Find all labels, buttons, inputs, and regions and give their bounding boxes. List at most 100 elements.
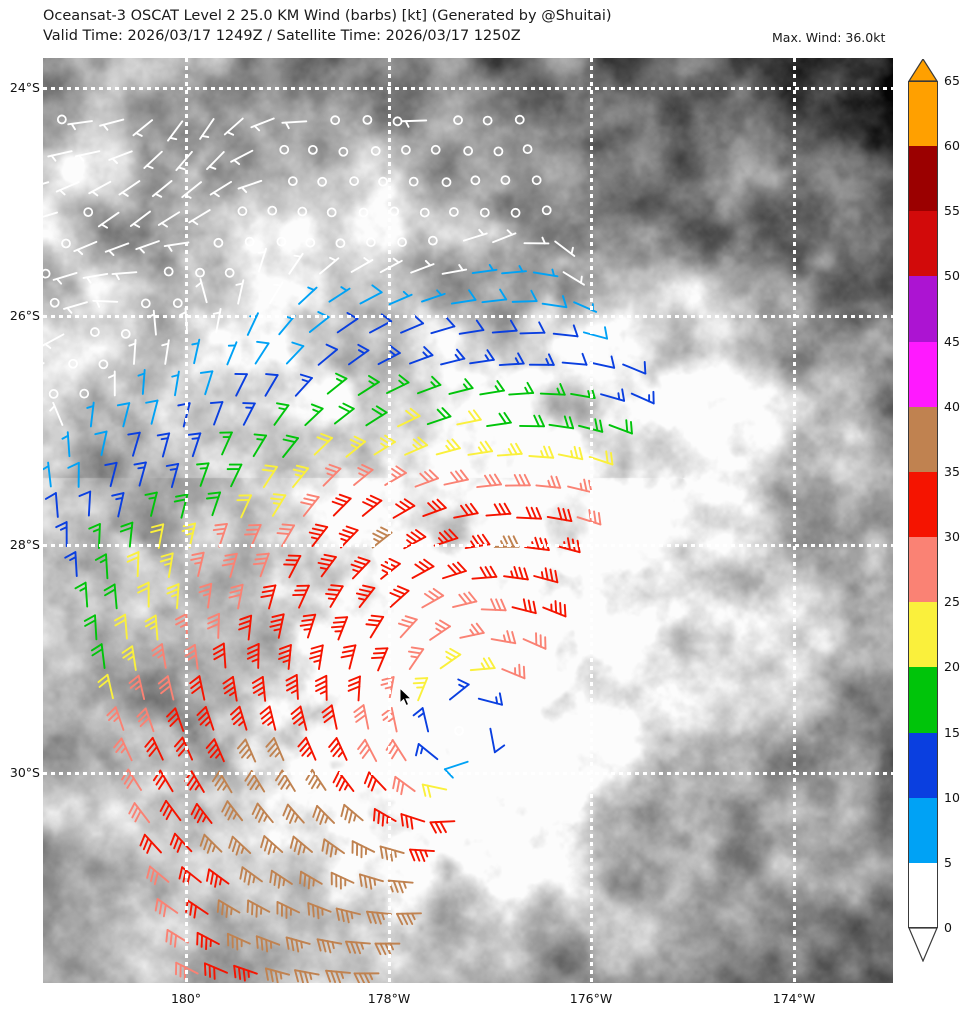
wind-barb	[269, 869, 293, 889]
wind-barb	[289, 835, 313, 856]
wind-barb	[203, 962, 228, 980]
wind-barb	[167, 120, 184, 142]
wind-barb	[421, 587, 445, 609]
wind-barb	[126, 551, 140, 578]
wind-barb	[228, 583, 244, 610]
wind-barb	[104, 461, 118, 488]
colorbar-band	[908, 341, 938, 407]
wind-barb	[145, 399, 159, 425]
wind-barb	[92, 299, 119, 308]
wind-barb	[97, 673, 114, 700]
wind-barb	[237, 179, 263, 194]
wind-barb	[450, 289, 477, 305]
wind-barb	[299, 870, 323, 890]
wind-barb	[489, 727, 506, 754]
wind-barb	[448, 678, 470, 701]
wind-barb	[316, 938, 343, 954]
wind-barb	[309, 644, 324, 671]
wind-barb	[379, 257, 403, 274]
wind-barb	[408, 176, 419, 187]
colorbar-band	[908, 862, 938, 928]
wind-barb	[250, 117, 275, 132]
wind-barb	[479, 207, 490, 218]
wind-barb	[321, 704, 338, 730]
wind-barb	[144, 614, 159, 641]
wind-barb	[439, 647, 462, 670]
wind-barb	[322, 463, 342, 487]
wind-barb	[358, 207, 369, 218]
wind-barb	[233, 964, 258, 982]
wind-barb	[128, 674, 146, 701]
wind-barb	[317, 176, 328, 187]
wind-barb	[535, 475, 562, 489]
wind-barb	[307, 902, 332, 920]
wind-barb	[397, 615, 418, 639]
wind-barb	[419, 207, 430, 218]
wind-barb	[299, 613, 317, 639]
wind-barb	[244, 524, 262, 548]
wind-barb	[552, 324, 579, 338]
wind-barb	[285, 936, 311, 953]
wind-barb	[224, 267, 235, 278]
wind-barb	[137, 369, 146, 395]
wind-barb	[269, 281, 284, 304]
wind-barb	[114, 613, 128, 640]
wind-barb	[300, 493, 320, 517]
wind-barb	[165, 929, 189, 948]
wind-barb	[146, 865, 170, 886]
wind-barb	[108, 150, 133, 165]
wind-barb	[313, 432, 333, 456]
wind-barb	[79, 388, 90, 399]
wind-barb	[140, 298, 151, 309]
wind-barb	[328, 737, 348, 761]
wind-barb	[333, 402, 355, 425]
colorbar-tick-label: 20	[944, 659, 960, 675]
wind-barb	[120, 329, 131, 339]
latitude-tick-label: 30°S	[9, 765, 40, 780]
wind-barb	[283, 554, 302, 579]
wind-barb	[255, 935, 281, 953]
wind-barb	[397, 237, 407, 248]
wind-barb	[252, 433, 268, 458]
wind-barb	[504, 473, 531, 487]
wind-barb	[78, 490, 92, 517]
wind-barb	[421, 783, 448, 798]
wind-barb	[427, 235, 438, 246]
wind-barb	[48, 389, 59, 399]
wind-barb	[99, 118, 125, 131]
wind-barb	[163, 266, 174, 277]
wind-barb	[43, 211, 58, 218]
wind-barb	[108, 370, 116, 397]
wind-barb	[103, 583, 118, 610]
wind-barb	[279, 144, 290, 155]
wind-barb	[430, 316, 456, 335]
wind-barb	[456, 409, 482, 426]
wind-barb	[340, 644, 357, 670]
wind-barb	[481, 288, 508, 304]
wind-barb	[169, 832, 193, 853]
wind-barb	[175, 150, 193, 172]
wind-barb	[199, 370, 214, 396]
wind-barb	[55, 521, 68, 548]
wind-barb	[111, 271, 138, 281]
wind-barb	[244, 236, 255, 247]
wind-barb	[498, 352, 525, 366]
wind-barb	[226, 463, 243, 488]
wind-barb	[61, 431, 71, 458]
wind-barb	[43, 268, 51, 279]
wind-barb	[150, 523, 165, 549]
wind-barb	[351, 840, 376, 859]
wind-barb	[542, 600, 567, 618]
wind-barb	[278, 644, 292, 670]
wind-barb	[440, 348, 466, 366]
wind-barb	[330, 115, 341, 126]
wind-barb	[185, 899, 209, 919]
wind-barb	[211, 770, 233, 794]
wind-barb	[409, 848, 435, 862]
wind-barb	[216, 899, 241, 918]
wind-barb	[278, 314, 296, 336]
satellite-map[interactable]	[43, 58, 893, 983]
wind-barb	[137, 581, 150, 608]
wind-barb	[308, 523, 329, 548]
